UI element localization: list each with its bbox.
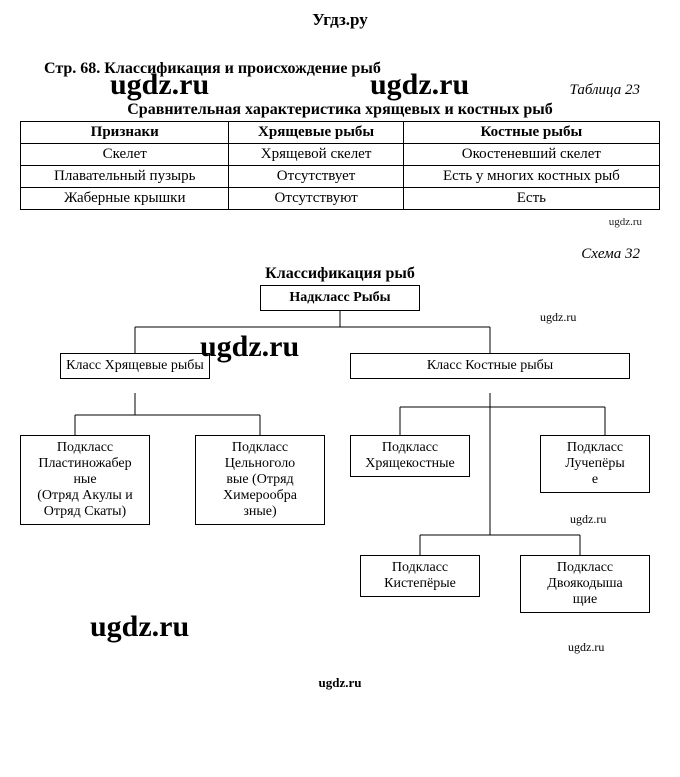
subclass-node: Подкласс Хрящекостные [350, 435, 470, 477]
hierarchy-chart: Надкласс Рыбы Класс Хрящевые рыбы Класс … [20, 285, 660, 645]
site-header: Угдз.ру [20, 10, 660, 30]
table-cell: Плавательный пузырь [21, 166, 229, 188]
page-footer: ugdz.ru [20, 675, 660, 691]
table-cell: Есть у многих костных рыб [403, 166, 659, 188]
table-cell: Окостеневший скелет [403, 144, 659, 166]
col-header: Костные рыбы [403, 122, 659, 144]
page-title: Стр. 68. Классификация и происхождение р… [44, 60, 660, 78]
class-node: Класс Хрящевые рыбы [60, 353, 210, 379]
scheme-caption: Схема 32 [20, 246, 640, 263]
subclass-node: Подкласс Двоякодышащие [520, 555, 650, 613]
subclass-node: Подкласс Лучепёрые [540, 435, 650, 493]
table-row: Скелет Хрящевой скелет Окостеневший скел… [21, 144, 660, 166]
table-row: Плавательный пузырь Отсутствует Есть у м… [21, 166, 660, 188]
table-cell: Отсутствуют [229, 188, 403, 210]
table-cell: Есть [403, 188, 659, 210]
class-node: Класс Костные рыбы [350, 353, 630, 379]
watermark-small: ugdz.ru [20, 216, 642, 228]
table-caption: Таблица 23 [20, 82, 640, 99]
table-cell: Скелет [21, 144, 229, 166]
table-cell: Жаберные крышки [21, 188, 229, 210]
col-header: Признаки [21, 122, 229, 144]
subclass-node: Подкласс Кистепёрые [360, 555, 480, 597]
root-node: Надкласс Рыбы [260, 285, 420, 311]
chart-title: Классификация рыб [20, 265, 660, 283]
subclass-node: Подкласс Цельноголовые (Отряд Химерообра… [195, 435, 325, 525]
col-header: Хрящевые рыбы [229, 122, 403, 144]
table-title: Сравнительная характеристика хрящевых и … [20, 101, 660, 119]
comparison-table: Признаки Хрящевые рыбы Костные рыбы Скел… [20, 121, 660, 210]
table-header-row: Признаки Хрящевые рыбы Костные рыбы [21, 122, 660, 144]
table-row: Жаберные крышки Отсутствуют Есть [21, 188, 660, 210]
subclass-node: Подкласс Пластиножаберные(Отряд Акулы и … [20, 435, 150, 525]
table-cell: Хрящевой скелет [229, 144, 403, 166]
table-cell: Отсутствует [229, 166, 403, 188]
